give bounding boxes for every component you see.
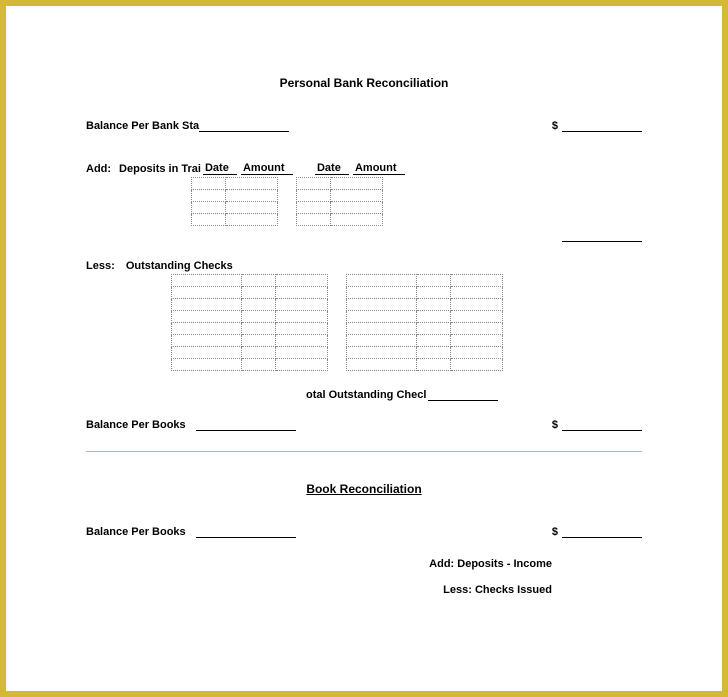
deposits-grid-2 (296, 177, 383, 226)
main-title: Personal Bank Reconciliation (86, 76, 642, 90)
less-label: Less: (86, 260, 115, 272)
deposits-subtotal-line (562, 230, 642, 242)
dollar-sign-3: $ (552, 526, 558, 538)
balance-bank-label: Balance Per Bank Sta (86, 120, 199, 132)
balance-books-row: Balance Per Books $ (86, 419, 642, 431)
less-checks-section: Less: Outstanding Checks (86, 260, 642, 371)
deposits-grid-1 (191, 177, 278, 226)
checks-grid-1 (171, 274, 328, 371)
deposits-transit-label: Deposits in Trai (119, 163, 201, 175)
balance-books-2-row: Balance Per Books $ (86, 526, 642, 538)
right-labels: Add: Deposits - Income Less: Checks Issu… (86, 558, 642, 596)
spacer (278, 177, 296, 226)
balance-bank-row: Balance Per Bank Sta $ (86, 120, 642, 132)
document-page: Personal Bank Reconciliation Balance Per… (6, 6, 722, 691)
balance-books-label: Balance Per Books (86, 419, 186, 431)
add-deposits-section: Add: Deposits in Trai Date Amount Date A… (86, 162, 642, 242)
total-outstanding-row: otal Outstanding Checl (86, 389, 642, 401)
balance-books-2-amount-line (562, 526, 642, 538)
less-checks-issued-label: Less: Checks Issued (86, 584, 642, 596)
balance-books-date-line (196, 419, 296, 431)
outstanding-checks-label: Outstanding Checks (126, 260, 233, 272)
dollar-sign-2: $ (552, 419, 558, 431)
date-header-2: Date (315, 162, 349, 175)
date-header-1: Date (203, 162, 237, 175)
balance-books-2-date-line (196, 526, 296, 538)
add-label: Add: (86, 163, 111, 175)
spacer (328, 274, 346, 371)
add-deposits-header-row: Add: Deposits in Trai Date Amount Date A… (86, 162, 642, 175)
balance-bank-amount-line (562, 120, 642, 132)
deposits-grid-wrap (191, 177, 642, 226)
amount-header-1: Amount (241, 162, 293, 175)
total-outstanding-label: otal Outstanding Checl (306, 389, 426, 401)
balance-bank-line (199, 120, 289, 132)
checks-grid-wrap (171, 274, 642, 371)
balance-books-2-label: Balance Per Books (86, 526, 186, 538)
dollar-sign: $ (552, 120, 558, 132)
section-divider (86, 451, 642, 452)
balance-books-amount-line (562, 419, 642, 431)
book-reconciliation-title: Book Reconciliation (86, 482, 642, 496)
checks-grid-2 (346, 274, 503, 371)
less-checks-header: Less: Outstanding Checks (86, 260, 642, 272)
amount-header-2: Amount (353, 162, 405, 175)
deposits-subtotal-row (86, 230, 642, 242)
total-outstanding-line (428, 389, 498, 401)
add-deposits-income-label: Add: Deposits - Income (86, 558, 642, 570)
